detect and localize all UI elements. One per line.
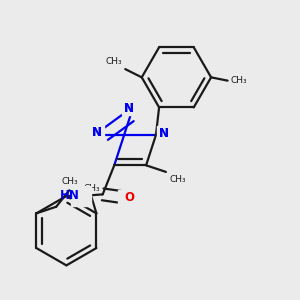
Text: N: N: [92, 126, 102, 139]
Text: N: N: [159, 127, 169, 140]
Text: CH₃: CH₃: [230, 76, 247, 85]
Text: CH₃: CH₃: [169, 175, 186, 184]
Text: N: N: [159, 127, 169, 140]
Text: O: O: [124, 191, 134, 204]
Text: HN: HN: [60, 188, 80, 202]
Text: CH₃: CH₃: [61, 177, 78, 186]
Text: CH₃: CH₃: [106, 57, 123, 66]
Text: N: N: [92, 126, 102, 139]
Text: CH₃: CH₃: [83, 184, 100, 193]
Text: N: N: [124, 102, 134, 115]
Text: N: N: [124, 102, 134, 115]
